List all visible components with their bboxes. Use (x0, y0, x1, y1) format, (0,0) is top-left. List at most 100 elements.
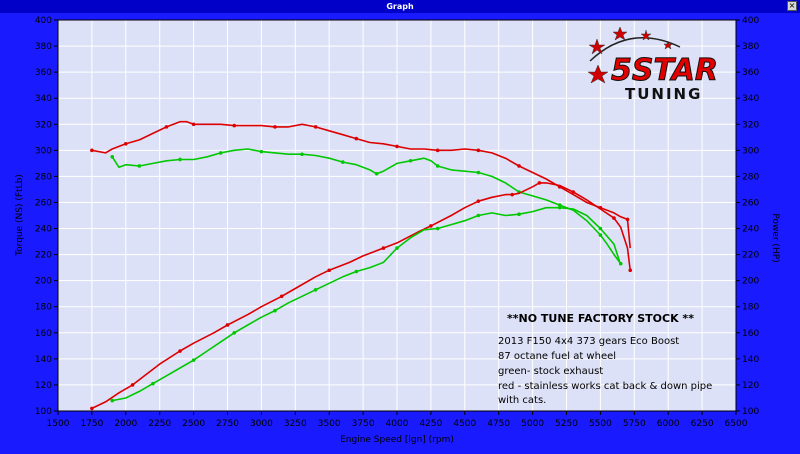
y2-tick-label: 140 (742, 355, 759, 365)
green-power-marker (354, 269, 359, 274)
green-power-marker (313, 287, 318, 292)
annotation-line: with cats. (498, 395, 546, 406)
green-power-marker (151, 381, 155, 386)
annotation-heading: **NO TUNE FACTORY STOCK ** (507, 312, 694, 325)
green-power-marker (273, 308, 277, 313)
y-axis-label: Torque (NS) (FtLb) (15, 174, 25, 257)
y2-tick-label: 400 (742, 16, 759, 26)
series-layer (90, 120, 633, 411)
y-tick-label: 100 (35, 407, 52, 417)
dyno-chart: 1500 1750 2000 2250 2500 2750 3000 3250 3500 3750… (15, 16, 780, 445)
green-power-marker (598, 226, 603, 231)
y-tick-label: 180 (35, 303, 52, 313)
green-torque-marker (408, 158, 413, 163)
logo-star-icon (588, 38, 606, 55)
x-tick-label: 4750 (487, 419, 510, 429)
x-tick-label: 2750 (216, 419, 239, 429)
red-power-marker (327, 268, 332, 273)
green-torque-marker (598, 233, 603, 237)
y-tick-label: 220 (35, 251, 52, 261)
x-tick-label: 4250 (419, 419, 442, 429)
green-torque-marker (137, 164, 142, 168)
green-torque-marker (110, 155, 115, 159)
red-power-marker (628, 268, 633, 273)
x-tick-label: 6250 (691, 419, 714, 429)
y2-tick-label: 380 (742, 42, 759, 52)
y2-tick-label: 220 (742, 251, 759, 261)
x-tick-label: 5250 (555, 419, 578, 429)
red-power-marker (537, 181, 542, 185)
red-power-marker (90, 406, 94, 411)
y2-tick-label: 340 (742, 94, 759, 104)
green-power-marker (395, 246, 399, 250)
annotation-line: red - stainless works cat back & down pi… (498, 381, 712, 392)
red-power-marker (612, 216, 616, 220)
red-torque-marker (354, 136, 359, 141)
y2-tick-label: 200 (742, 277, 759, 287)
red-torque-marker (435, 148, 440, 153)
y2-tick-label: 360 (742, 68, 759, 78)
red-power-marker (510, 192, 515, 197)
annotation-line: 87 octane fuel at wheel (498, 351, 616, 362)
green-torque-marker (218, 151, 223, 155)
red-power-marker (571, 190, 576, 194)
y-tick-label: 120 (35, 381, 52, 391)
red-power-marker (130, 383, 135, 387)
tick-labels: 1500 1750 2000 2250 2500 2750 3000 3250 3500 3750… (35, 16, 760, 429)
close-button[interactable]: × (787, 1, 797, 11)
red-power-marker (476, 199, 481, 203)
logo-star-icon (640, 29, 652, 41)
logo-brand: 5STAR (611, 53, 718, 88)
y-tick-label: 300 (35, 146, 52, 156)
green-power-marker (435, 226, 440, 231)
logo-sub: TUNING (625, 85, 702, 103)
y-tick-label: 380 (35, 42, 52, 52)
x-tick-label: 5750 (623, 419, 646, 429)
red-torque-marker (232, 123, 237, 128)
y-tick-label: 260 (35, 198, 52, 208)
y-tick-label: 160 (35, 329, 52, 339)
y2-tick-label: 280 (742, 172, 759, 182)
red-power-line (91, 182, 631, 410)
green-power-marker (517, 212, 521, 216)
y-tick-label: 240 (35, 225, 52, 235)
y2-tick-label: 240 (742, 225, 759, 235)
red-power-marker (178, 349, 182, 353)
y2-tick-label: 320 (742, 120, 759, 130)
x-axis-label: Engine Speed [lgn] (rpm) (340, 435, 454, 445)
x-tick-label: 1750 (80, 419, 103, 429)
green-power-line (112, 206, 622, 402)
x-tick-label: 4500 (453, 419, 476, 429)
y2-tick-label: 300 (742, 146, 759, 156)
green-torque-marker (435, 164, 440, 168)
annotation-box: **NO TUNE FACTORY STOCK ** 2013 F150 4x4… (498, 312, 712, 406)
green-torque-marker (374, 171, 379, 176)
red-torque-marker (395, 144, 399, 149)
y2-tick-label: 180 (742, 303, 759, 313)
x-tick-label: 2250 (148, 419, 171, 429)
red-power-marker (429, 224, 433, 228)
green-torque-marker (557, 203, 562, 207)
logo-swoosh (589, 36, 681, 62)
red-torque-marker (476, 148, 481, 153)
green-power-marker (476, 213, 481, 218)
logo-star-icon (612, 26, 628, 41)
y-tick-label: 320 (35, 120, 52, 130)
annotation-line: green- stock exhaust (498, 366, 603, 377)
green-power-marker (557, 205, 562, 210)
x-tick-label: 5000 (521, 419, 544, 429)
y2-tick-label: 260 (742, 198, 759, 208)
y-tick-label: 140 (35, 355, 52, 365)
green-torque-marker (476, 170, 481, 175)
red-torque-marker (191, 122, 196, 127)
x-tick-label: 4000 (386, 419, 409, 429)
y2-tick-label: 100 (742, 407, 759, 417)
window-title: Graph (386, 2, 414, 11)
x-tick-label: 3250 (284, 419, 307, 429)
red-power-marker (381, 246, 386, 250)
x-tick-label: 3750 (352, 419, 375, 429)
grid-lines (58, 20, 736, 411)
green-torque-marker (300, 152, 304, 157)
green-torque-marker (340, 160, 345, 164)
